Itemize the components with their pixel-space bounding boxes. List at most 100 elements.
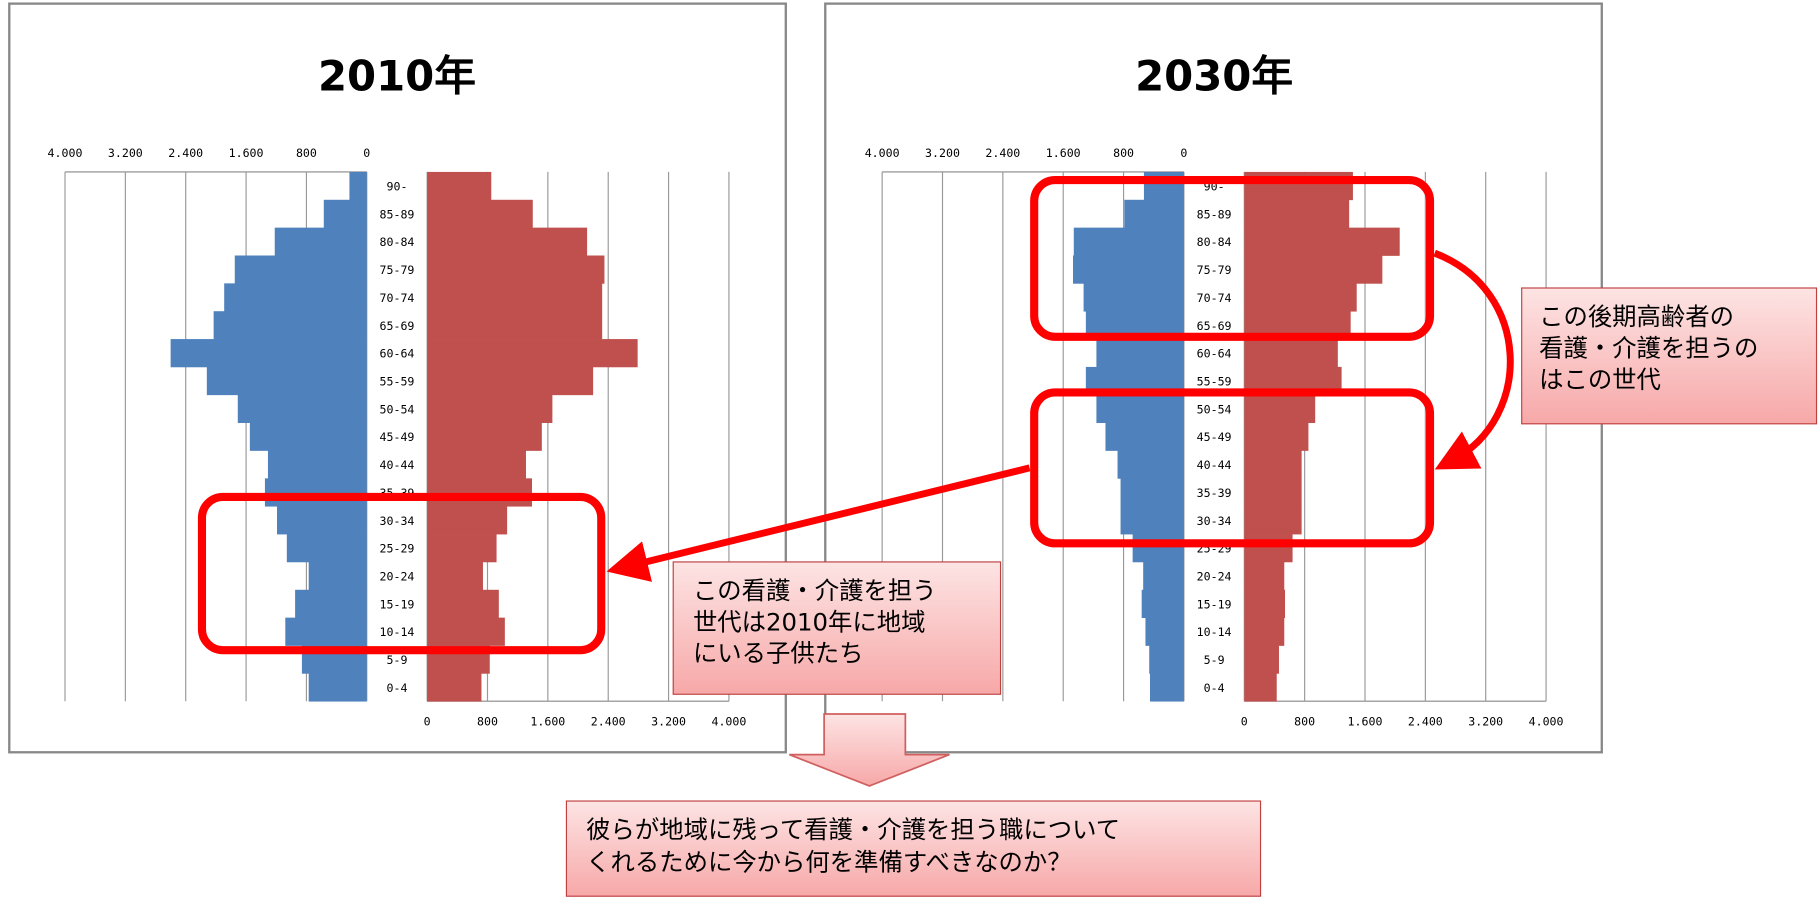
bar [1124, 199, 1184, 228]
category-label: 20-24 [380, 570, 415, 584]
bar [427, 227, 588, 256]
bar [170, 339, 367, 368]
category-label: 5-9 [1204, 653, 1225, 667]
bar [1141, 589, 1184, 618]
bar [427, 171, 492, 201]
x-tick-label: 1.600 [1046, 146, 1081, 160]
x-tick-label: 800 [477, 715, 498, 729]
bar [1244, 283, 1357, 312]
x-tick-label: 1.600 [1348, 715, 1383, 729]
x-tick-label: 0 [363, 146, 370, 160]
bar [1105, 422, 1184, 451]
bar [427, 394, 553, 423]
bar [1143, 561, 1184, 591]
bar [1244, 617, 1285, 646]
x-tick-label: 3.200 [1468, 715, 1503, 729]
category-label: 25-29 [380, 542, 415, 556]
bar [1149, 673, 1184, 702]
bar [1244, 589, 1286, 618]
x-tick-label: 4.000 [1529, 715, 1564, 729]
bar [1096, 394, 1184, 423]
bar [1244, 645, 1279, 674]
bar [295, 589, 367, 618]
category-label: 60-64 [380, 347, 415, 361]
bar [1096, 339, 1184, 368]
category-label: 30-34 [1197, 514, 1232, 528]
category-label: 85-89 [380, 207, 415, 221]
category-label: 45-49 [1197, 430, 1232, 444]
charts: 2010年 0 0 800 800 1.600 1.600 2.400 2.400 3.200 3.… [48, 52, 1564, 729]
bar [427, 450, 526, 479]
bar [427, 589, 499, 618]
callout-text: はこの世代 [1539, 365, 1661, 394]
x-tick-label: 800 [296, 146, 317, 160]
x-tick-label: 3.200 [651, 715, 686, 729]
bar [277, 506, 367, 535]
bar [1244, 199, 1350, 228]
bar [1244, 339, 1338, 368]
bar [1244, 673, 1277, 702]
bar [224, 283, 367, 312]
category-label: 90- [386, 180, 407, 194]
bar [1244, 422, 1309, 451]
bar [1132, 534, 1184, 563]
bar [1244, 534, 1293, 563]
category-label: 45-49 [380, 430, 415, 444]
bar [1120, 506, 1184, 535]
category-label: 70-74 [380, 291, 415, 305]
highlight-box [1030, 175, 1435, 341]
bar [267, 450, 367, 479]
category-label: 0-4 [1204, 681, 1225, 695]
category-label: 70-74 [1197, 291, 1232, 305]
bar [1244, 561, 1285, 591]
bar [1244, 450, 1302, 479]
category-label: 75-79 [380, 263, 415, 277]
bar [1117, 450, 1184, 479]
callout-text: にいる子供たち [693, 639, 864, 668]
category-label: 15-19 [1197, 597, 1232, 611]
bar [249, 422, 367, 451]
bar [427, 506, 508, 535]
category-label: 30-34 [380, 514, 415, 528]
x-tick-label: 2.400 [985, 146, 1020, 160]
bar [234, 255, 367, 284]
category-label: 55-59 [380, 375, 415, 389]
highlight-box [197, 492, 606, 655]
bar [427, 534, 497, 563]
chart-title: 2010年 [318, 52, 476, 101]
bar [213, 311, 367, 340]
bar [427, 617, 505, 646]
bar [1244, 506, 1302, 535]
category-label: 80-84 [380, 235, 415, 249]
category-label: 85-89 [1197, 207, 1232, 221]
bar [427, 478, 533, 507]
arrow [606, 464, 1031, 582]
chart-title: 2030年 [1135, 52, 1293, 101]
bar [427, 561, 483, 591]
category-label: 10-14 [380, 625, 415, 639]
category-label: 40-44 [1197, 458, 1232, 472]
callout-text: 世代は2010年に地域 [693, 607, 926, 636]
x-tick-label: 800 [1113, 146, 1134, 160]
callout-box [565, 800, 1262, 897]
bar [308, 561, 367, 591]
callout-text: 彼らが地域に残って看護・介護を担う職について [586, 815, 1120, 844]
category-label: 5-9 [386, 653, 407, 667]
bar [1244, 394, 1316, 423]
category-label: 60-64 [1197, 347, 1232, 361]
bar [1073, 255, 1184, 284]
x-tick-label: 1.600 [229, 146, 264, 160]
bar [1244, 255, 1383, 284]
category-label: 0-4 [386, 681, 407, 695]
bar [1149, 645, 1184, 674]
callout-text: この後期高齢者の [1539, 302, 1734, 331]
category-label: 65-69 [380, 319, 415, 333]
x-tick-label: 4.000 [48, 146, 83, 160]
bar [427, 673, 482, 702]
callout-text: 看護・介護を担うの [1539, 333, 1758, 362]
bar [1145, 617, 1184, 646]
bar [427, 311, 603, 340]
x-tick-label: 2.400 [591, 715, 626, 729]
bar [427, 255, 605, 284]
